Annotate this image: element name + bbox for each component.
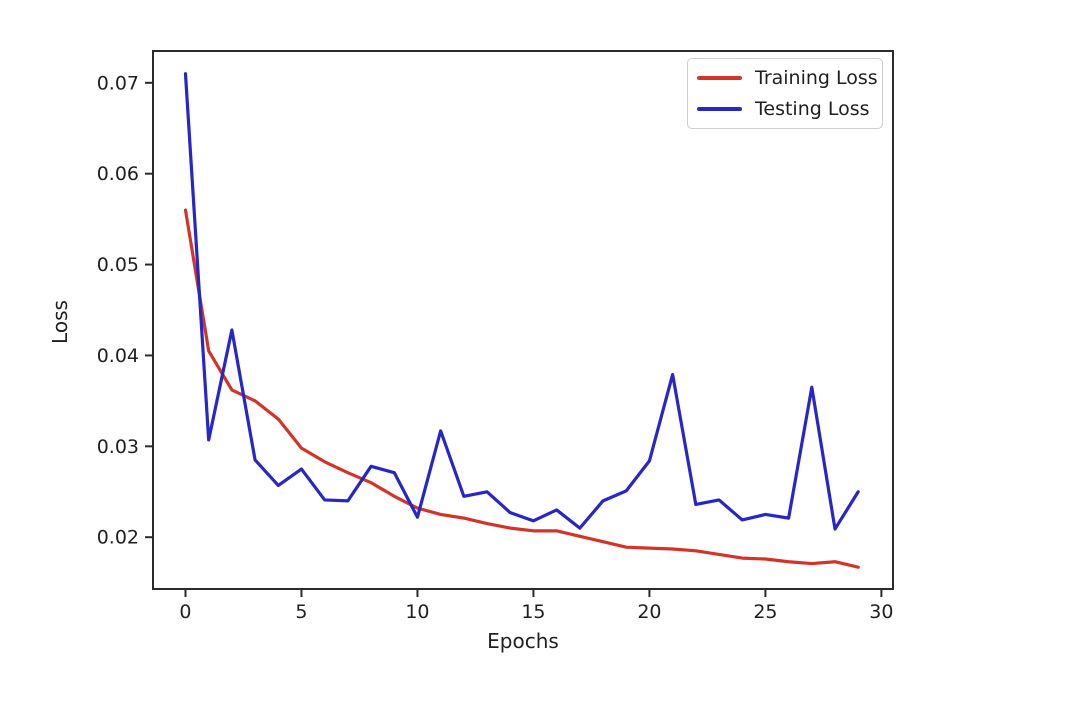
legend-entry-training-loss: Training Loss	[697, 66, 878, 90]
y-tick-label: 0.05	[97, 254, 139, 276]
training-loss-label: Training Loss	[755, 67, 878, 89]
y-tick-label: 0.07	[97, 72, 139, 94]
y-axis-label: Loss	[48, 300, 72, 344]
x-tick-label: 5	[295, 601, 307, 623]
x-tick-label: 25	[753, 601, 777, 623]
legend-entry-testing-loss: Testing Loss	[697, 97, 873, 121]
plot-frame	[152, 50, 894, 590]
x-tick-label: 0	[179, 601, 191, 623]
plot-lines	[183, 72, 860, 569]
x-tick-label: 10	[405, 601, 429, 623]
x-tick-label: 30	[869, 601, 893, 623]
testing-loss-line	[183, 72, 860, 531]
training-loss-line	[183, 208, 860, 569]
y-tick-label: 0.03	[97, 436, 139, 458]
x-tick-label: 20	[637, 601, 661, 623]
legend: Training Loss Testing Loss	[687, 58, 883, 129]
axis-ticks: 0 5 10 15 20 25 30 0.02 0.03 0.04 0.05 0.06 0.07	[97, 72, 894, 623]
y-tick-label: 0.04	[97, 345, 139, 367]
x-tick-label: 15	[521, 601, 545, 623]
y-tick-label: 0.06	[97, 163, 139, 185]
y-tick-label: 0.02	[97, 527, 139, 549]
testing-loss-label: Testing Loss	[755, 98, 870, 120]
training-loss-swatch	[697, 76, 742, 80]
axes-spines	[152, 50, 894, 590]
testing-loss-swatch	[697, 107, 742, 111]
x-axis-label: Epochs	[487, 629, 559, 653]
